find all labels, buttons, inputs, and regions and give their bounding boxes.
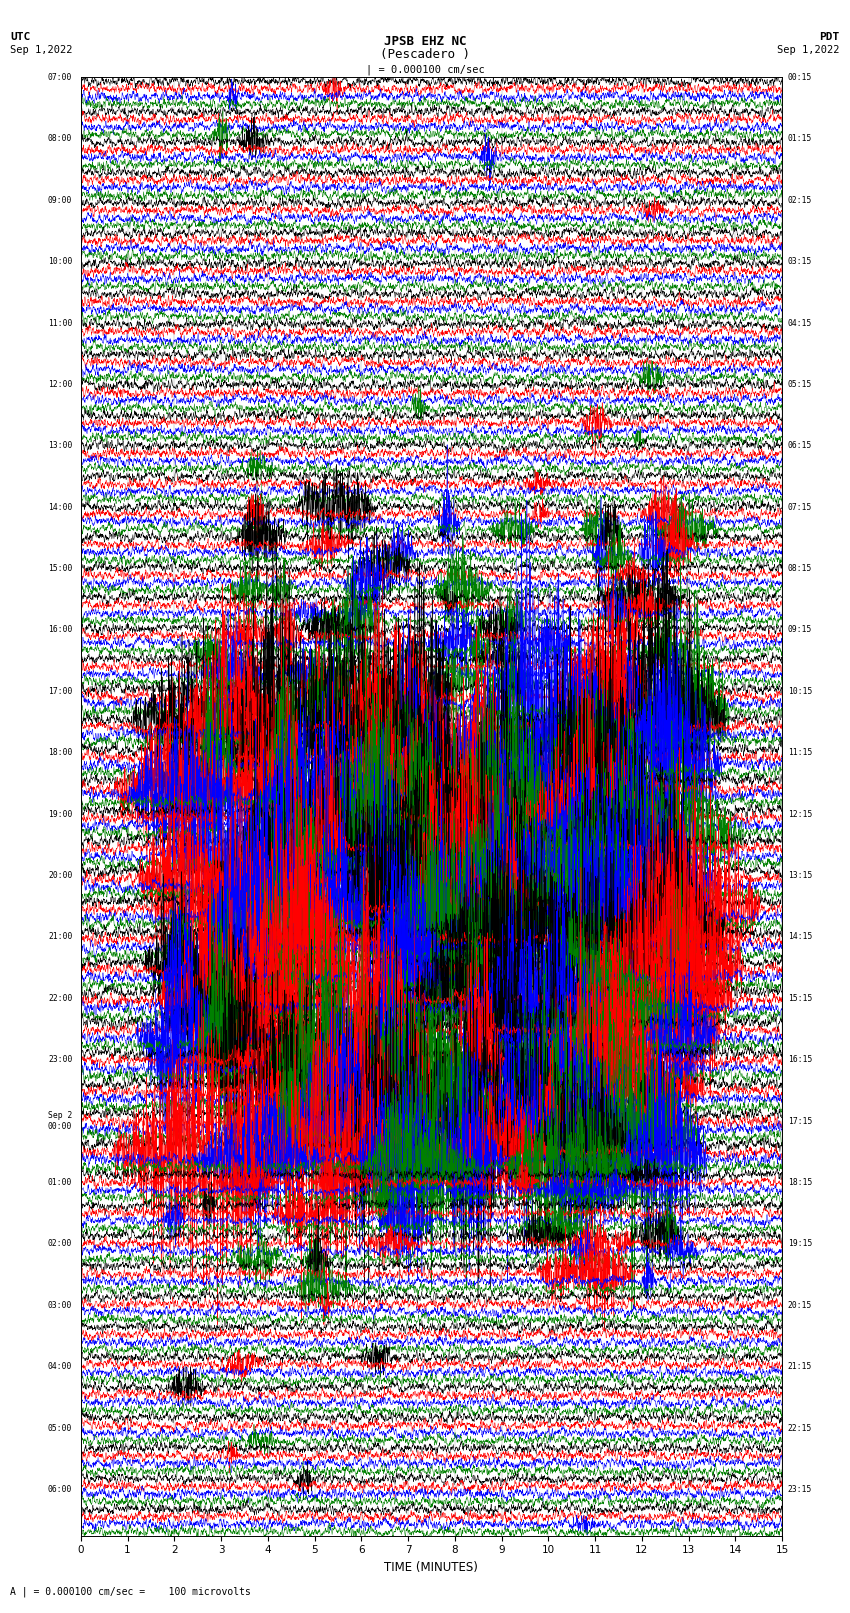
Text: 21:15: 21:15 [788, 1363, 812, 1371]
Text: 17:15: 17:15 [788, 1116, 812, 1126]
Text: 12:15: 12:15 [788, 810, 812, 819]
Text: Sep 2
00:00: Sep 2 00:00 [48, 1111, 72, 1131]
Text: 10:15: 10:15 [788, 687, 812, 695]
Text: | = 0.000100 cm/sec: | = 0.000100 cm/sec [366, 65, 484, 76]
Text: 12:00: 12:00 [48, 381, 72, 389]
Text: 06:00: 06:00 [48, 1486, 72, 1494]
Text: 14:00: 14:00 [48, 503, 72, 511]
Text: 06:15: 06:15 [788, 442, 812, 450]
Text: 22:00: 22:00 [48, 994, 72, 1003]
Text: 08:00: 08:00 [48, 134, 72, 144]
Text: (Pescadero ): (Pescadero ) [380, 48, 470, 61]
Text: 13:15: 13:15 [788, 871, 812, 881]
Text: 03:15: 03:15 [788, 256, 812, 266]
Text: 01:00: 01:00 [48, 1177, 72, 1187]
Text: UTC: UTC [10, 32, 31, 42]
Text: 00:15: 00:15 [788, 73, 812, 82]
Text: 20:00: 20:00 [48, 871, 72, 881]
Text: 04:15: 04:15 [788, 318, 812, 327]
Text: 05:15: 05:15 [788, 381, 812, 389]
X-axis label: TIME (MINUTES): TIME (MINUTES) [384, 1561, 479, 1574]
Text: 09:00: 09:00 [48, 195, 72, 205]
Text: 08:15: 08:15 [788, 565, 812, 573]
Text: 19:15: 19:15 [788, 1239, 812, 1248]
Text: 23:15: 23:15 [788, 1486, 812, 1494]
Text: JPSB EHZ NC: JPSB EHZ NC [383, 35, 467, 48]
Text: 03:00: 03:00 [48, 1300, 72, 1310]
Text: 18:15: 18:15 [788, 1177, 812, 1187]
Text: 17:00: 17:00 [48, 687, 72, 695]
Text: 07:15: 07:15 [788, 503, 812, 511]
Text: 16:00: 16:00 [48, 626, 72, 634]
Text: 02:15: 02:15 [788, 195, 812, 205]
Text: 10:00: 10:00 [48, 256, 72, 266]
Text: 05:00: 05:00 [48, 1424, 72, 1432]
Text: 09:15: 09:15 [788, 626, 812, 634]
Text: 11:15: 11:15 [788, 748, 812, 756]
Text: Sep 1,2022: Sep 1,2022 [10, 45, 73, 55]
Text: A | = 0.000100 cm/sec =    100 microvolts: A | = 0.000100 cm/sec = 100 microvolts [10, 1586, 251, 1597]
Text: 04:00: 04:00 [48, 1363, 72, 1371]
Text: 21:00: 21:00 [48, 932, 72, 942]
Text: 01:15: 01:15 [788, 134, 812, 144]
Text: 02:00: 02:00 [48, 1239, 72, 1248]
Text: 11:00: 11:00 [48, 318, 72, 327]
Text: 22:15: 22:15 [788, 1424, 812, 1432]
Text: 18:00: 18:00 [48, 748, 72, 756]
Text: 14:15: 14:15 [788, 932, 812, 942]
Text: 07:00: 07:00 [48, 73, 72, 82]
Text: 16:15: 16:15 [788, 1055, 812, 1065]
Text: 20:15: 20:15 [788, 1300, 812, 1310]
Text: 19:00: 19:00 [48, 810, 72, 819]
Text: 15:15: 15:15 [788, 994, 812, 1003]
Text: 13:00: 13:00 [48, 442, 72, 450]
Text: 23:00: 23:00 [48, 1055, 72, 1065]
Text: PDT: PDT [819, 32, 840, 42]
Text: Sep 1,2022: Sep 1,2022 [777, 45, 840, 55]
Text: 15:00: 15:00 [48, 565, 72, 573]
